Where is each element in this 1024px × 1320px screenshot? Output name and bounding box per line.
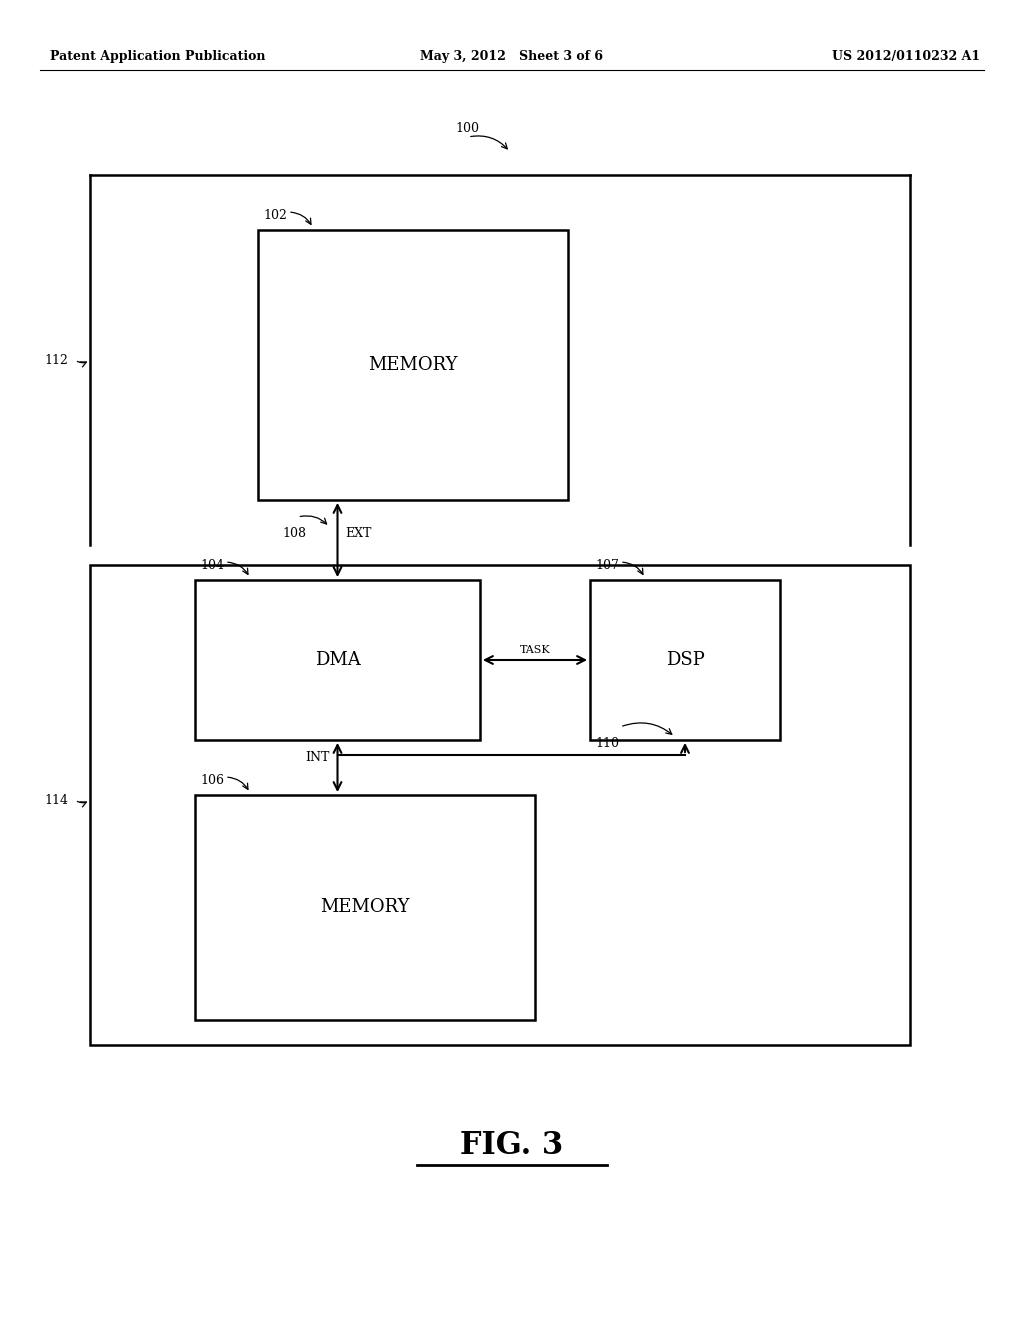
Text: 112: 112 [44,354,68,367]
Bar [590,579,780,741]
Text: 106: 106 [200,774,224,787]
Text: US 2012/0110232 A1: US 2012/0110232 A1 [831,50,980,63]
Text: 102: 102 [263,209,287,222]
Text: MEMORY: MEMORY [321,899,410,916]
Text: 104: 104 [200,558,224,572]
Text: INT: INT [305,751,330,764]
Text: MEMORY: MEMORY [369,356,458,374]
Text: EXT: EXT [345,527,372,540]
Bar [195,579,480,741]
Text: Patent Application Publication: Patent Application Publication [50,50,265,63]
Text: May 3, 2012   Sheet 3 of 6: May 3, 2012 Sheet 3 of 6 [421,50,603,63]
Text: TASK: TASK [519,645,550,655]
Text: 108: 108 [283,527,306,540]
Text: 107: 107 [595,558,618,572]
Bar [90,565,910,1045]
Bar [258,230,568,500]
Text: DSP: DSP [666,651,705,669]
Text: 100: 100 [455,121,479,135]
Text: DMA: DMA [314,651,360,669]
Text: 110: 110 [595,737,618,750]
Text: 114: 114 [44,793,68,807]
Bar [195,795,535,1020]
Text: FIG. 3: FIG. 3 [461,1130,563,1160]
